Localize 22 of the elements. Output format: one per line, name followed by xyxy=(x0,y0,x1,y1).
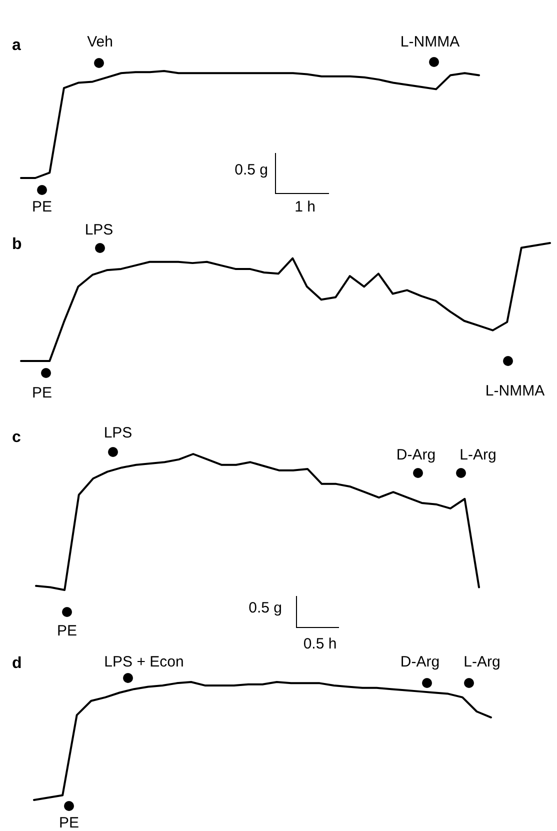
annotation: D-Arg xyxy=(396,446,436,464)
text: 0.5 h xyxy=(303,636,337,652)
text: PE xyxy=(58,814,80,831)
text: L-NMMA xyxy=(485,382,545,400)
text: PE xyxy=(32,384,52,402)
text: L-NMMA xyxy=(400,34,460,50)
text: PE xyxy=(32,198,52,216)
text: L-Arg xyxy=(464,654,500,670)
chart-title: a xyxy=(12,37,21,54)
text: 0.5 g xyxy=(248,600,282,616)
annotation: L-Arg xyxy=(460,446,496,464)
chart-title: c xyxy=(12,429,21,446)
text: PE xyxy=(56,622,78,640)
chart-title: b xyxy=(12,236,22,253)
text: 1 h xyxy=(294,198,316,216)
text: LPS xyxy=(84,222,114,238)
chart-title: d xyxy=(12,655,22,672)
text: LPS xyxy=(104,424,132,442)
text: LPS + Econ xyxy=(104,654,184,670)
annotation: 0.5 g xyxy=(234,162,268,178)
text: Veh xyxy=(87,34,113,50)
text: D-Arg xyxy=(400,654,440,670)
